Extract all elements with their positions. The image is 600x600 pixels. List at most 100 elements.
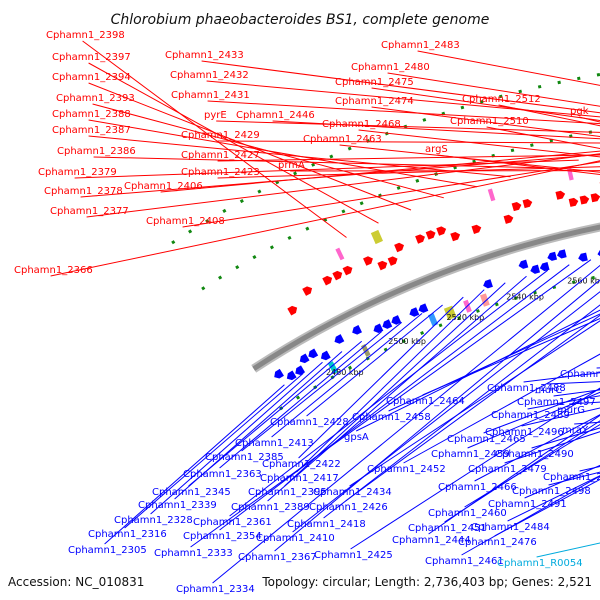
forward-leader-line — [437, 154, 600, 175]
reverse-gene-label: Cphamn1_2491 — [488, 499, 567, 510]
forward-gene-label: Cphamn1_2429 — [181, 130, 260, 141]
forward-leader-line — [201, 60, 600, 114]
reverse-gene-label: Cphamn1_2395 — [248, 487, 327, 498]
reverse-leader-line — [306, 304, 443, 417]
forward-gene-arrow — [342, 265, 353, 276]
forward-gene-arrow — [387, 256, 398, 266]
reverse-leader-line — [467, 391, 600, 449]
reverse-gene-arrow — [295, 365, 306, 376]
reverse-leader-line — [296, 289, 485, 473]
reverse-gene-label: Cphamn1_2410 — [256, 533, 335, 544]
forward-gene-arrow — [579, 195, 590, 205]
reverse-gene-label: Cphamn1_2361 — [193, 517, 272, 528]
reverse-gene-label: Cphamn1_2334 — [176, 584, 255, 595]
reverse-gene-label: Cphamn1_2428 — [270, 417, 349, 428]
forward-gene-arrow — [555, 190, 566, 200]
reverse-gene-arrow — [557, 249, 567, 259]
reverse-gene-arrow — [274, 368, 284, 379]
forward-gene-label: Cphamn1_2480 — [351, 62, 430, 73]
forward-gene-label: pyrE — [204, 110, 227, 121]
reverse-gene-arrow — [320, 350, 331, 361]
feature-box — [335, 247, 345, 261]
reverse-leader-line — [241, 321, 403, 452]
forward-leader-line — [290, 170, 600, 172]
forward-gene-arrow — [287, 305, 298, 316]
forward-leader-line — [217, 154, 600, 162]
reverse-gene-label: Cphamn1_2460 — [428, 508, 507, 519]
reverse-gene-label: Cphamn1_2451 — [408, 523, 487, 534]
forward-gene-label: Cphamn1_2433 — [165, 50, 244, 61]
reverse-leader-line — [271, 313, 423, 438]
map-body: 2480 kbp 2500 kbp 2520 kbp 2540 kbp 2560 kbp… — [14, 30, 600, 595]
reverse-gene-label: Cphamn1_2422 — [262, 459, 341, 470]
reverse-gene-arrow — [530, 264, 541, 274]
reverse-gene-arrow — [373, 323, 384, 334]
forward-gene-arrow — [590, 193, 600, 203]
forward-gene-label: Cphamn1_2394 — [52, 72, 131, 83]
reverse-gene-label: Cphamn1_R0054 — [497, 558, 583, 569]
forward-gene-label: Cphamn1_2483 — [381, 40, 460, 51]
forward-leader-line — [160, 150, 600, 193]
forward-leader-line — [88, 135, 511, 178]
reverse-gene-label: Cphamn1_2328 — [114, 515, 193, 526]
reverse-gene-label: Cphamn1_2464 — [386, 396, 465, 407]
forward-gene-arrow — [425, 230, 436, 240]
forward-gene-label: Cphamn1_2512 — [462, 94, 541, 105]
reverse-leader-line — [504, 431, 600, 464]
forward-gene-label: Cphamn1_2408 — [146, 216, 225, 227]
genome-summary-text: Topology: circular; Length: 2,736,403 bp… — [261, 575, 592, 589]
reverse-gene-label: Cphamn1_2339 — [138, 500, 217, 511]
forward-gene-arrow — [511, 202, 522, 212]
reverse-gene-labels: Cphamn1_2305Cphamn1_2316Cphamn1_2328Cpha… — [68, 259, 600, 595]
reverse-gene-arrow — [483, 279, 493, 289]
reverse-gene-arrow — [334, 334, 345, 344]
forward-gene-arrow — [450, 231, 461, 242]
forward-gene-label: Cphamn1_2475 — [335, 77, 414, 88]
reverse-gene-arrow — [286, 370, 297, 381]
reverse-gene-arrow — [352, 325, 363, 335]
forward-gene-label: Cphamn1_2366 — [14, 265, 93, 276]
feature-box — [443, 305, 457, 320]
reverse-gene-label: Cphamn1_2434 — [313, 487, 392, 498]
feature-box — [427, 312, 439, 327]
reverse-leader-line — [188, 340, 363, 487]
reverse-gene-label: murG — [557, 405, 585, 416]
reverse-strand-genes — [274, 249, 600, 381]
forward-gene-arrow — [363, 256, 373, 266]
forward-leader-line — [358, 129, 600, 158]
tick-label: 2520 kbp — [447, 313, 485, 322]
forward-gene-label: argS — [425, 144, 448, 155]
forward-gene-label: Cphamn1_2510 — [450, 116, 529, 127]
feature-box — [370, 229, 383, 245]
forward-leader-line — [182, 161, 600, 228]
feature-box — [327, 361, 339, 375]
accession-text: Accession: NC_010831 — [8, 575, 144, 589]
reverse-gene-label: Cphamn1_2354 — [183, 531, 262, 542]
reverse-leader-line — [284, 282, 506, 487]
reverse-gene-arrow — [382, 319, 393, 329]
reverse-gene-arrow — [299, 353, 310, 364]
forward-gene-label: Cphamn1_2446 — [236, 110, 315, 121]
forward-gene-label: Cphamn1_2431 — [171, 90, 250, 101]
reverse-leader-line — [507, 475, 600, 522]
forward-leader-line — [417, 50, 600, 86]
reverse-gene-arrow — [418, 303, 429, 313]
reverse-gene-label: Cphamn1_2465 — [447, 434, 526, 445]
reverse-gene-label: gpsA — [344, 432, 369, 443]
reverse-gene-arrow — [547, 251, 558, 261]
reverse-gene-label: Cphamn1_2497 — [517, 397, 596, 408]
reverse-gene-label: Cphamn1_2476 — [458, 537, 537, 548]
forward-gene-arrow — [522, 199, 533, 209]
reverse-gene-label: Cphamn1_2461 — [425, 556, 504, 567]
forward-leader-line — [387, 72, 600, 107]
forward-gene-label: Cphamn1_2387 — [52, 125, 131, 136]
reverse-leader-line — [403, 353, 600, 464]
reverse-gene-label: Cphamn1_2413 — [235, 438, 314, 449]
reverse-gene-label: Cphamn1_2385 — [205, 452, 284, 463]
reverse-gene-label: Cphamn1_2363 — [183, 469, 262, 480]
reverse-leader-line — [292, 291, 600, 533]
reverse-leader-line — [461, 475, 600, 556]
reverse-gene-label: Cphamn1_2316 — [88, 529, 167, 540]
forward-gene-label: Cphamn1_2378 — [44, 186, 123, 197]
